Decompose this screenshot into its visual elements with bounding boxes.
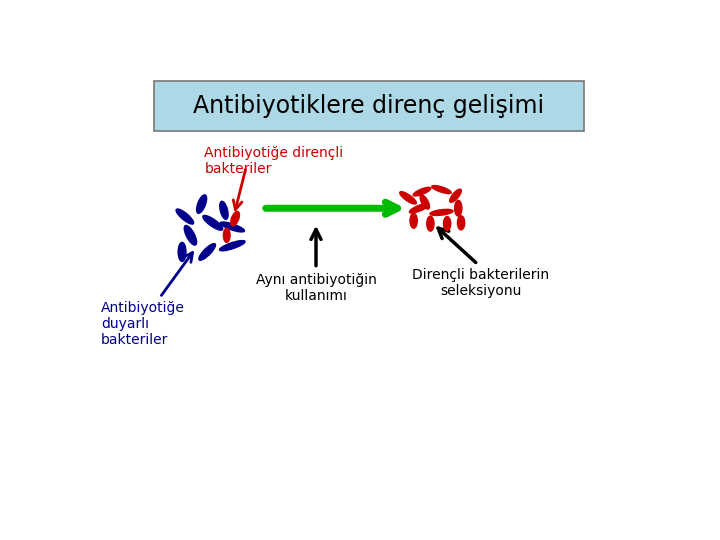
Ellipse shape (203, 215, 222, 230)
Ellipse shape (223, 228, 230, 242)
Text: Antibiyotiğe
duyarlı
bakteriler: Antibiyotiğe duyarlı bakteriler (101, 301, 185, 347)
Ellipse shape (457, 216, 464, 230)
Ellipse shape (450, 189, 462, 202)
Ellipse shape (197, 195, 207, 213)
Ellipse shape (410, 213, 418, 228)
Ellipse shape (432, 186, 451, 193)
Ellipse shape (230, 211, 240, 226)
FancyBboxPatch shape (154, 82, 584, 131)
Text: Antibiyotiğe dirençli
bakteriler: Antibiyotiğe dirençli bakteriler (204, 146, 343, 176)
Ellipse shape (420, 195, 429, 209)
Ellipse shape (400, 192, 416, 204)
Ellipse shape (220, 222, 245, 232)
Ellipse shape (184, 226, 197, 245)
Ellipse shape (220, 240, 245, 251)
Ellipse shape (427, 216, 434, 231)
Text: Dirençli bakterilerin
seleksiyonu: Dirençli bakterilerin seleksiyonu (412, 268, 549, 298)
Ellipse shape (444, 217, 451, 231)
Ellipse shape (430, 210, 453, 215)
Ellipse shape (454, 200, 462, 216)
Ellipse shape (410, 204, 429, 213)
Ellipse shape (178, 242, 186, 261)
Text: Aynı antibiyotiğin
kullanımı: Aynı antibiyotiğin kullanımı (256, 273, 377, 303)
Text: Antibiyotiklere direnç gelişimi: Antibiyotiklere direnç gelişimi (194, 93, 544, 118)
Ellipse shape (220, 201, 228, 219)
Ellipse shape (199, 244, 215, 260)
Ellipse shape (413, 187, 431, 196)
Ellipse shape (176, 209, 194, 224)
